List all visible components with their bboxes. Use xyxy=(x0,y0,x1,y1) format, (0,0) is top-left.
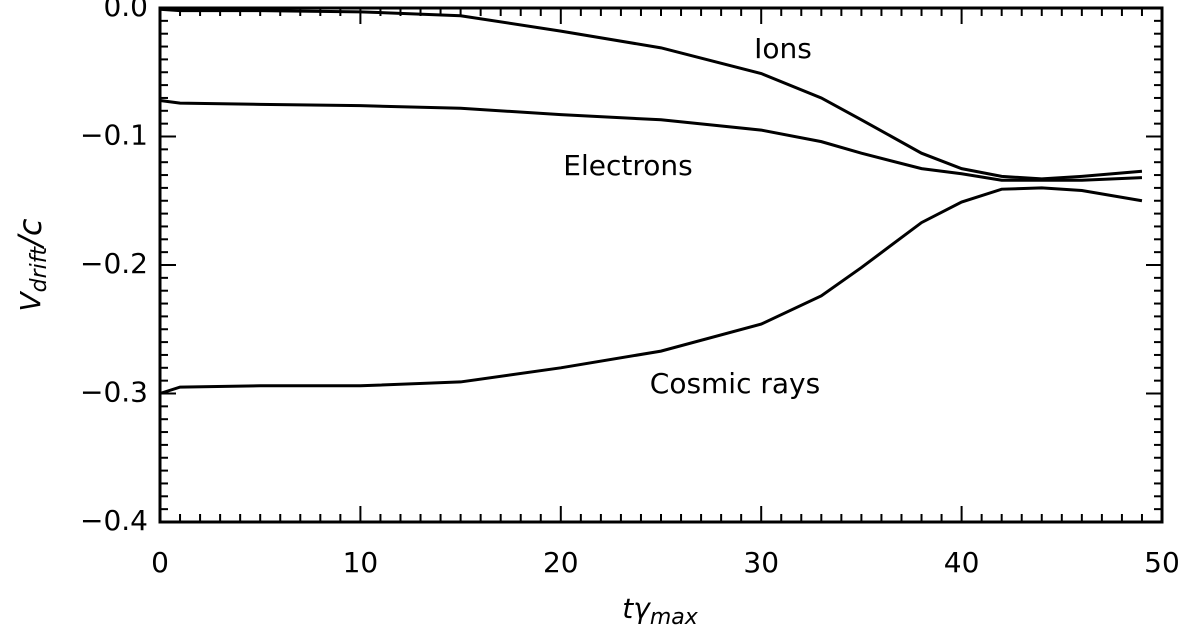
series-label: Electrons xyxy=(563,149,692,182)
x-tick-label: 40 xyxy=(944,546,980,579)
x-tick-label: 30 xyxy=(743,546,779,579)
y-axis-label-tail: /c xyxy=(11,218,49,250)
x-tick-label: 20 xyxy=(543,546,579,579)
series-label: Cosmic rays xyxy=(650,367,820,400)
x-axis-label-main: tγ xyxy=(622,592,651,625)
x-tick-label: 0 xyxy=(151,546,169,579)
y-axis-label-sub: drift xyxy=(27,245,52,292)
x-tick-label: 50 xyxy=(1144,546,1180,579)
series-line xyxy=(159,186,1143,395)
y-tick-label: −0.1 xyxy=(80,119,148,152)
y-tick-label: −0.3 xyxy=(80,376,148,409)
x-axis-label: tγmax xyxy=(622,592,698,630)
series-label: Ions xyxy=(754,32,812,65)
x-axis-label-sub: max xyxy=(650,605,699,630)
series-line xyxy=(159,7,1143,181)
y-axis-label-main: V xyxy=(14,291,47,312)
plot-frame xyxy=(158,6,1164,524)
series-line xyxy=(159,99,1143,182)
y-tick-label: 0.0 xyxy=(103,0,148,23)
y-axis-label: Vdrift/c xyxy=(11,218,52,311)
y-tick-label: −0.4 xyxy=(80,504,148,537)
x-tick-label: 10 xyxy=(343,546,379,579)
y-tick-label: −0.2 xyxy=(80,247,148,280)
